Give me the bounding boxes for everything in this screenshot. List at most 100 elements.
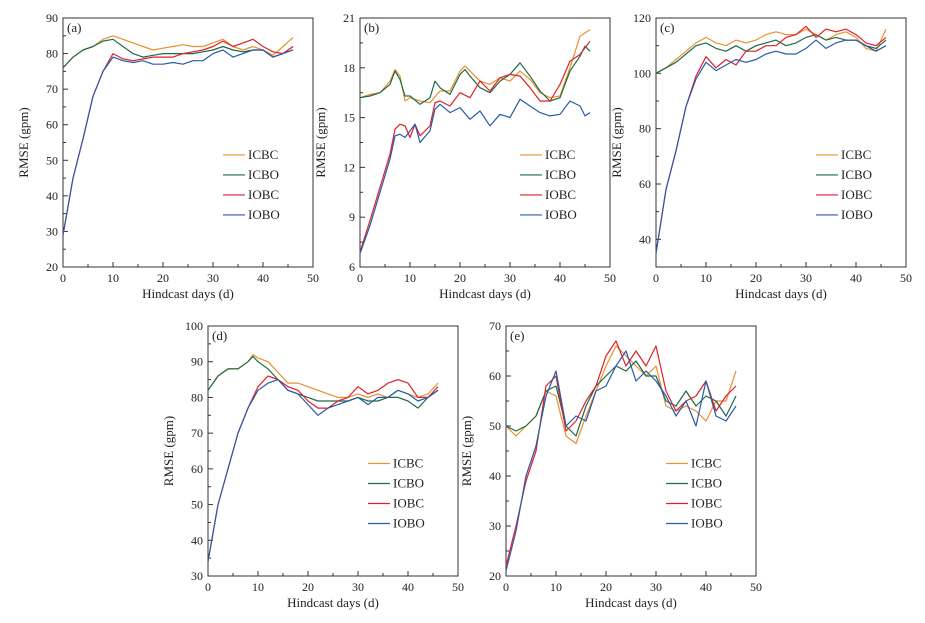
x-tick-label: 0 [357, 271, 363, 285]
x-tick-label: 40 [700, 580, 712, 594]
x-axis-title: Hindcast days (d) [735, 286, 827, 301]
x-tick-label: 50 [452, 580, 464, 594]
x-tick-label: 20 [157, 271, 169, 285]
x-tick-label: 10 [550, 580, 562, 594]
panel-label: (a) [67, 20, 81, 35]
legend-label-iobc: IOBC [393, 496, 424, 511]
legend-label-iobc: IOBC [691, 496, 722, 511]
x-tick-label: 20 [600, 580, 612, 594]
x-tick-label: 30 [504, 271, 516, 285]
y-tick-label: 18 [343, 61, 355, 75]
series-line-iobo [655, 39, 887, 254]
panel-label: (e) [510, 328, 524, 343]
y-tick-label: 30 [489, 519, 501, 533]
y-tick-label: 40 [46, 189, 58, 203]
series-line-iobo [207, 379, 439, 562]
y-tick-label: 50 [191, 498, 203, 512]
x-axis-title: Hindcast days (d) [585, 595, 677, 610]
legend-label-icbc: ICBC [545, 147, 575, 162]
y-tick-label: 90 [46, 11, 58, 25]
x-tick-label: 40 [257, 271, 269, 285]
panel-e: 0 10 20 30 40 50 20 30 40 50 60 70 Hindcast days (d)… [459, 319, 762, 610]
legend-label-iobc: IOBC [545, 187, 576, 202]
plot-frame [359, 17, 611, 268]
legend-label-iobo: IOBO [691, 516, 723, 531]
x-tick-label: 20 [454, 271, 466, 285]
y-tick-label: 9 [349, 210, 355, 224]
y-tick-label: 70 [489, 319, 501, 333]
legend-label-icbc: ICBC [691, 456, 721, 471]
legend-label-icbc: ICBC [841, 147, 871, 162]
y-tick-label: 70 [191, 426, 203, 440]
y-tick-label: 21 [343, 11, 355, 25]
y-tick-label: 40 [191, 533, 203, 547]
panel-b: 0 10 20 30 40 50 6 9 12 15 18 21 Hindcast days (d) RM… [313, 11, 616, 301]
series-line-iobo [505, 350, 737, 572]
legend-label-iobc: IOBC [248, 187, 279, 202]
x-tick-label: 40 [402, 580, 414, 594]
y-tick-label: 50 [46, 153, 58, 167]
y-axis-title: RMSE (gpm) [313, 107, 328, 177]
y-axis-title: RMSE (gpm) [161, 416, 176, 486]
x-tick-label: 10 [252, 580, 264, 594]
y-tick-label: 20 [489, 569, 501, 583]
y-tick-label: 15 [343, 111, 355, 125]
x-tick-label: 0 [653, 271, 659, 285]
panel-d: 0 10 20 30 40 50 30 40 50 60 70 80 90 100 Hindcast day… [161, 319, 464, 610]
panel-c: 0 10 20 30 40 50 40 60 80 100 120 Hindcast days (d)… [609, 11, 912, 301]
x-tick-label: 20 [750, 271, 762, 285]
y-tick-label: 70 [46, 82, 58, 96]
series-line-iobo [359, 98, 591, 254]
x-tick-label: 50 [900, 271, 912, 285]
panel-label: (b) [364, 20, 379, 35]
y-axis-title: RMSE (gpm) [459, 416, 474, 486]
y-tick-label: 40 [639, 232, 651, 246]
series-line-iobc [62, 38, 294, 236]
y-tick-label: 60 [639, 177, 651, 191]
series-line-iobo [62, 49, 294, 236]
x-tick-label: 30 [207, 271, 219, 285]
x-tick-label: 40 [554, 271, 566, 285]
y-axis-title: RMSE (gpm) [16, 107, 31, 177]
x-tick-label: 10 [107, 271, 119, 285]
legend-label-iobo: IOBO [393, 516, 425, 531]
series-line-icbc [655, 28, 887, 74]
plot-frame [62, 17, 314, 268]
legend-label-icbo: ICBO [393, 476, 424, 491]
y-tick-label: 20 [46, 260, 58, 274]
series-line-iobc [505, 340, 737, 567]
x-tick-label: 50 [604, 271, 616, 285]
y-tick-label: 60 [46, 118, 58, 132]
panel-label: (d) [212, 328, 227, 343]
plot-frame [505, 325, 757, 577]
y-tick-label: 100 [633, 66, 651, 80]
panel-label: (c) [660, 20, 674, 35]
x-axis-title: Hindcast days (d) [142, 286, 234, 301]
y-tick-label: 60 [489, 369, 501, 383]
y-tick-label: 12 [343, 160, 355, 174]
y-tick-label: 40 [489, 469, 501, 483]
y-tick-label: 6 [349, 260, 355, 274]
series-line-icbo [207, 355, 439, 409]
y-tick-label: 50 [489, 419, 501, 433]
legend-label-icbo: ICBO [545, 167, 576, 182]
y-tick-label: 80 [46, 47, 58, 61]
y-axis-title: RMSE (gpm) [609, 107, 624, 177]
legend-label-iobo: IOBO [545, 207, 577, 222]
x-tick-label: 20 [302, 580, 314, 594]
x-tick-label: 10 [404, 271, 416, 285]
legend-label-icbo: ICBO [248, 167, 279, 182]
y-tick-label: 60 [191, 462, 203, 476]
series-line-icbc [62, 35, 294, 69]
y-tick-label: 120 [633, 11, 651, 25]
y-tick-label: 30 [46, 224, 58, 238]
legend-label-icbc: ICBC [248, 147, 278, 162]
x-tick-label: 0 [205, 580, 211, 594]
series-line-icbc [505, 345, 737, 445]
series-line-iobc [359, 40, 591, 253]
series-line-icbc [207, 354, 439, 398]
x-tick-label: 30 [800, 271, 812, 285]
legend-label-iobo: IOBO [248, 207, 280, 222]
x-tick-label: 50 [750, 580, 762, 594]
